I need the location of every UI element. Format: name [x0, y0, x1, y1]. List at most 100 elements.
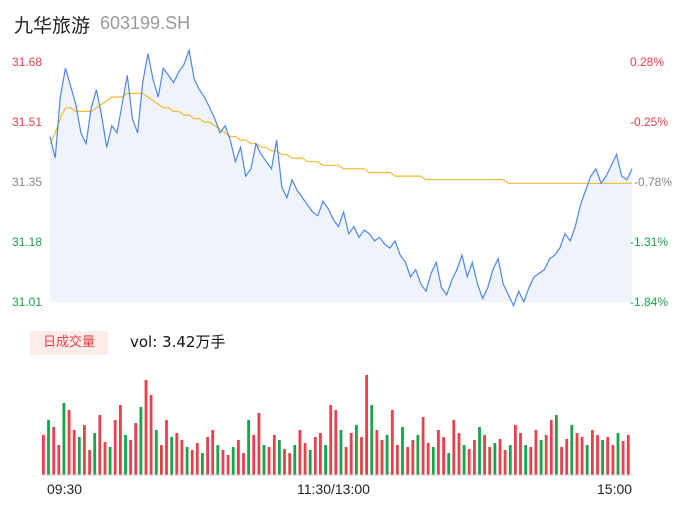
volume-bar [462, 445, 466, 475]
price-area [50, 50, 632, 306]
volume-bar [514, 425, 517, 475]
volume-bar [365, 375, 368, 475]
volume-bar [360, 437, 363, 475]
x-tick-label: 15:00 [597, 481, 633, 497]
volume-bar [144, 380, 148, 475]
volume-bar [83, 425, 86, 475]
volume-bar [390, 410, 394, 475]
volume-bar [77, 437, 81, 475]
volume-bar [621, 441, 625, 475]
y-left-label: 31.68 [12, 55, 43, 69]
volume-bar [421, 417, 425, 475]
volume-bar [113, 420, 117, 475]
volume-badge: 日成交量 [30, 331, 108, 355]
volume-bar [570, 425, 574, 475]
volume-bar [160, 445, 163, 475]
volume-bar [406, 447, 410, 475]
volume-bar [329, 405, 333, 475]
volume-bar [596, 435, 599, 475]
volume-bar [195, 443, 199, 475]
volume-bar [334, 410, 338, 475]
volume-bar [313, 437, 317, 475]
y-left-label: 31.35 [12, 175, 43, 189]
volume-bar [411, 440, 415, 475]
volume-bar [57, 445, 61, 475]
volume-bar [129, 440, 132, 475]
volume-bar [303, 443, 307, 475]
volume-bar [149, 395, 153, 475]
volume-bar [283, 449, 286, 475]
volume-bar [201, 453, 204, 475]
volume-bar [42, 435, 45, 475]
volume-bar [483, 435, 486, 475]
volume-bar [324, 445, 327, 475]
volume-bar [524, 445, 528, 475]
volume-bar [555, 415, 558, 475]
volume-bar [319, 433, 322, 475]
volume-bar [272, 435, 276, 475]
volume-bar [493, 443, 497, 475]
volume-bar [108, 447, 112, 475]
volume-bar [226, 455, 230, 475]
volume-bar [242, 453, 245, 475]
volume-bar [539, 440, 543, 475]
volume-bar [247, 420, 250, 475]
volume-bar [52, 427, 56, 475]
y-left-label: 31.51 [12, 115, 43, 129]
volume-bar [237, 440, 240, 475]
volume-bar [380, 440, 384, 475]
volume-bar [165, 420, 168, 475]
volume-bar [401, 427, 404, 475]
volume-bar [370, 405, 374, 475]
volume-bar [206, 437, 209, 475]
volume-bar [288, 453, 292, 475]
volume-bar [396, 445, 399, 475]
volume-bar [278, 440, 281, 475]
volume-bar [616, 433, 620, 475]
y-left-label: 31.18 [12, 235, 43, 249]
volume-bar [611, 445, 615, 475]
volume-bar [575, 433, 579, 475]
volume-bar [349, 433, 353, 475]
stock-name: 九华旅游 [14, 15, 91, 37]
volume-bar [431, 447, 435, 475]
volume-bar [549, 420, 553, 475]
volume-bar [565, 439, 569, 475]
volume-bar [344, 447, 348, 475]
volume-bar [626, 435, 630, 475]
volume-bar [262, 445, 266, 475]
y-left-label: 31.01 [12, 295, 43, 309]
volume-bar [508, 445, 512, 475]
price-line [49, 47, 633, 308]
avg-price-line [49, 92, 632, 184]
y-right-label: -1.31% [630, 235, 669, 249]
volume-bar [519, 433, 522, 475]
volume-bar [457, 433, 461, 475]
volume-bar [503, 450, 507, 475]
volume-bar [385, 435, 389, 475]
volume-bar [185, 447, 189, 475]
volume-bar [293, 445, 297, 475]
volume-bar [560, 447, 563, 475]
volume-bar [180, 440, 184, 475]
volume-bar [98, 415, 102, 475]
volume-bar [139, 407, 143, 475]
volume-bar [298, 430, 302, 475]
volume-bar [426, 443, 430, 475]
volume-bar [447, 453, 451, 475]
volume-bar [452, 420, 456, 475]
volume-bar [498, 439, 502, 475]
volume-bar [154, 430, 158, 475]
volume-bar [606, 437, 610, 475]
volume-bar [544, 435, 548, 475]
volume-bar [221, 450, 225, 475]
y-right-label: -0.25% [630, 115, 669, 129]
volume-bar [580, 437, 584, 475]
volume-bar [601, 440, 604, 475]
volume-bar [252, 435, 256, 475]
volume-bar [134, 423, 138, 475]
volume-bar [119, 405, 122, 475]
volume-bar [257, 413, 261, 475]
y-right-label: -1.84% [630, 295, 669, 309]
